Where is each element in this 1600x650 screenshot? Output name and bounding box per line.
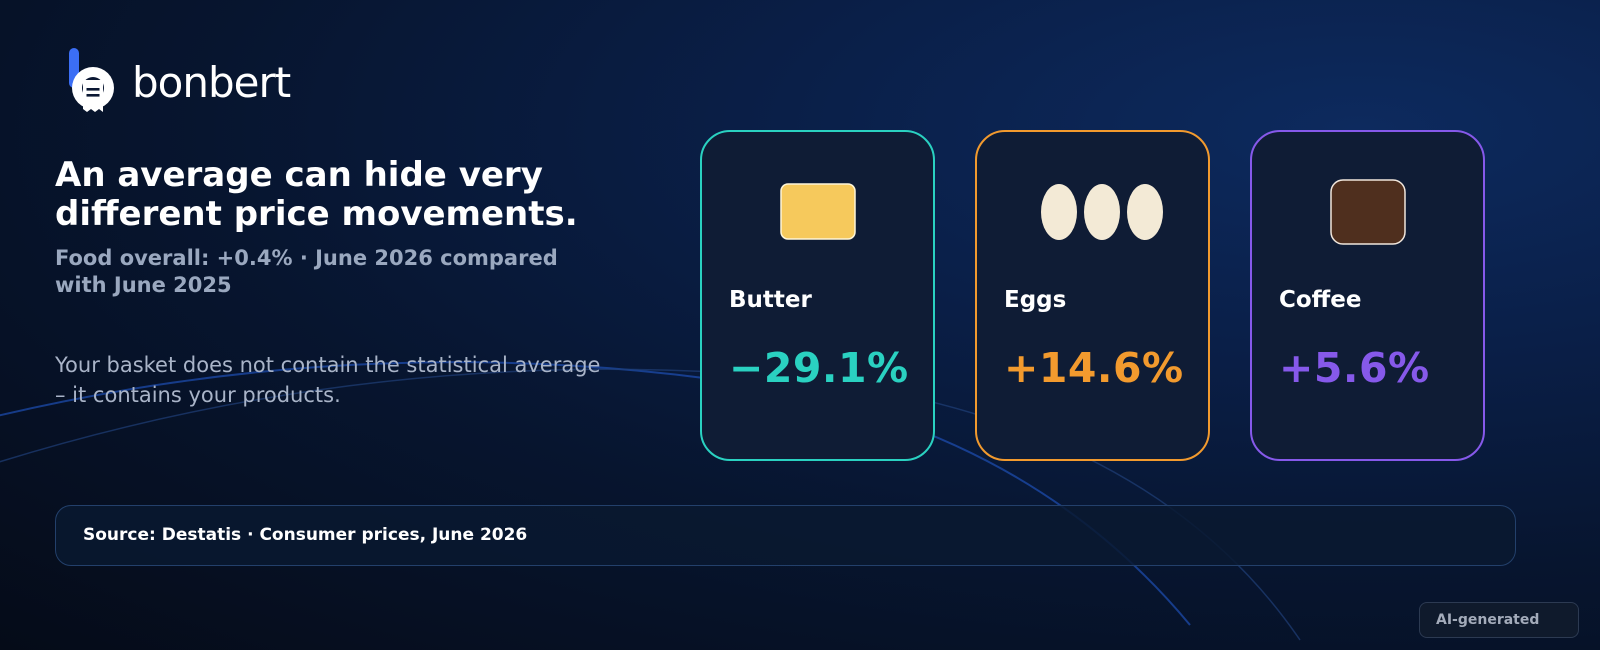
product-label: Coffee (1279, 287, 1362, 313)
coffee-icon (1330, 179, 1406, 245)
butter-icon (780, 183, 856, 240)
price-change-value: +5.6% (1279, 344, 1430, 392)
source-text: Source: Destatis · Consumer prices, June… (83, 525, 528, 545)
eggs-icon (1041, 184, 1163, 240)
brand-logo: bonbert (68, 46, 291, 116)
product-label: Eggs (1004, 287, 1067, 313)
product-label: Butter (729, 287, 812, 313)
headline: An average can hide very different price… (55, 155, 578, 234)
basket-note: Your basket does not contain the statist… (55, 353, 601, 407)
ai-generated-badge: AI-generated (1419, 602, 1579, 638)
brand-name: bonbert (132, 57, 291, 107)
product-card-eggs: Eggs +14.6% (975, 130, 1210, 461)
receipt-icon (69, 48, 114, 112)
source-bar: Source: Destatis · Consumer prices, June… (55, 505, 1516, 566)
product-card-butter: Butter −29.1% (700, 130, 935, 461)
price-change-value: −29.1% (729, 344, 909, 392)
ai-generated-label: AI-generated (1436, 612, 1540, 628)
product-card-coffee: Coffee +5.6% (1250, 130, 1485, 461)
subheadline: Food overall: +0.4% · June 2026 compared… (55, 246, 558, 297)
price-change-value: +14.6% (1004, 344, 1184, 392)
